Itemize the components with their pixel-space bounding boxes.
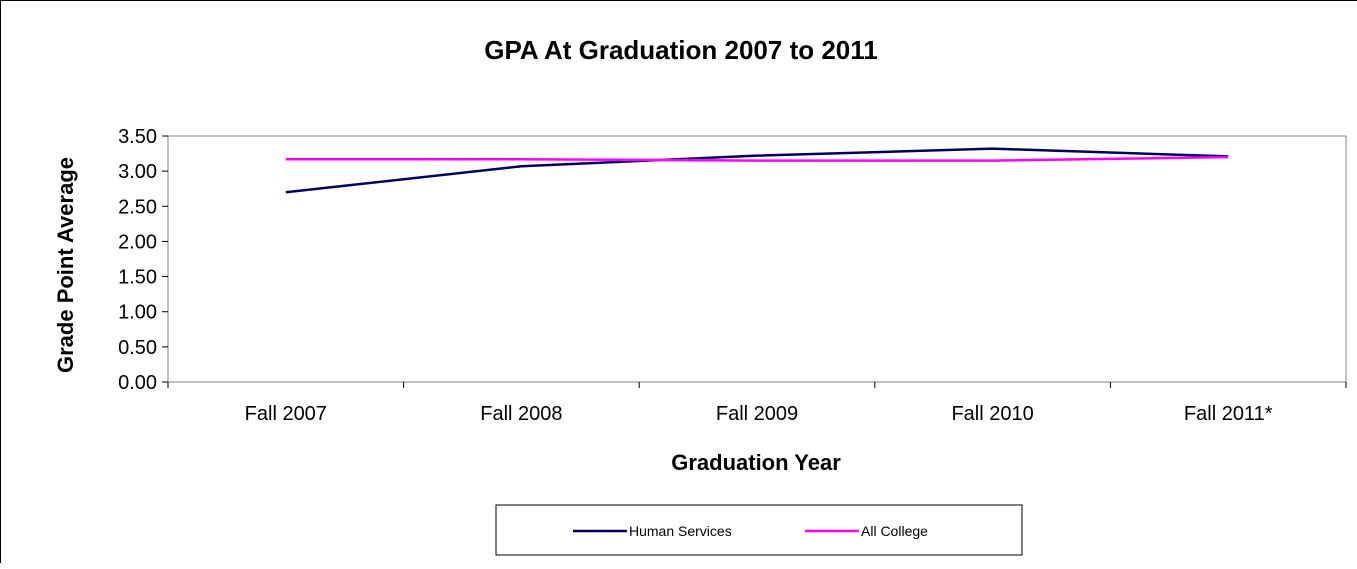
y-tick-label: 2.50 (118, 196, 157, 218)
x-tick-label: Fall 2009 (716, 403, 798, 425)
legend-label-human-services: Human Services (629, 523, 732, 539)
y-axis-title: Grade Point Average (53, 157, 78, 373)
y-tick-label: 1.50 (118, 267, 157, 289)
legend-label-all-college: All College (861, 523, 928, 539)
y-tick-label: 0.00 (118, 372, 157, 394)
y-tick-label: 1.00 (118, 302, 157, 324)
plot-area (168, 136, 1346, 382)
x-tick-label: Fall 2011* (1184, 403, 1273, 425)
x-tick-label: Fall 2007 (245, 403, 327, 425)
y-tick-label: 3.00 (118, 161, 157, 183)
y-tick-label: 3.50 (118, 126, 157, 148)
chart-title: GPA At Graduation 2007 to 2011 (484, 35, 878, 65)
x-tick-label: Fall 2008 (480, 403, 562, 425)
x-tick-label: Fall 2010 (951, 403, 1033, 425)
y-tick-label: 2.00 (118, 231, 157, 253)
x-axis-title: Graduation Year (671, 450, 841, 475)
y-axis: 0.00 0.50 1.00 1.50 2.00 2.50 3.00 3.50 (118, 126, 168, 394)
y-tick-label: 0.50 (118, 337, 157, 359)
legend: Human Services All College (496, 505, 1022, 555)
x-axis: Fall 2007 Fall 2008 Fall 2009 Fall 2010 Fall… (168, 382, 1346, 425)
